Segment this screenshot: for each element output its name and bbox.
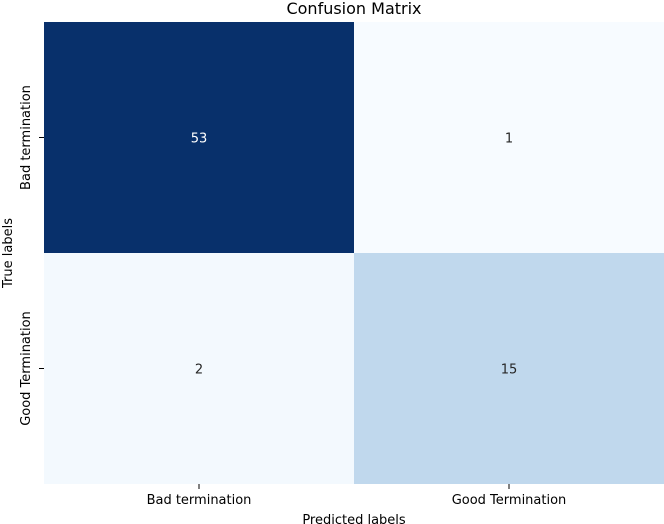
x-axis-label: Predicted labels: [302, 513, 406, 524]
x-axis-ticks: Bad termination Good Termination: [147, 484, 567, 508]
x-tick-label: Good Termination: [452, 493, 567, 508]
heatmap-cell: [44, 253, 354, 484]
cell-value-label: 15: [501, 363, 518, 378]
cell-value-label: 2: [195, 363, 203, 378]
y-tick-label: Bad termination: [19, 85, 34, 190]
heatmap-cell: [354, 253, 664, 484]
y-axis-label: True labels: [1, 218, 16, 289]
cell-value-label: 53: [191, 132, 208, 147]
heatmap-cell: [354, 22, 664, 253]
cell-value-label: 1: [505, 132, 513, 147]
chart-title: Confusion Matrix: [286, 0, 421, 18]
y-tick-label: Good Termination: [19, 311, 34, 426]
y-axis-ticks: Bad termination Good Termination: [19, 85, 44, 426]
heatmap-cells: [44, 22, 664, 484]
x-tick-label: Bad termination: [147, 493, 252, 508]
heatmap-cell-labels: 53 1 2 15: [191, 132, 518, 378]
heatmap-cell: [44, 22, 354, 253]
